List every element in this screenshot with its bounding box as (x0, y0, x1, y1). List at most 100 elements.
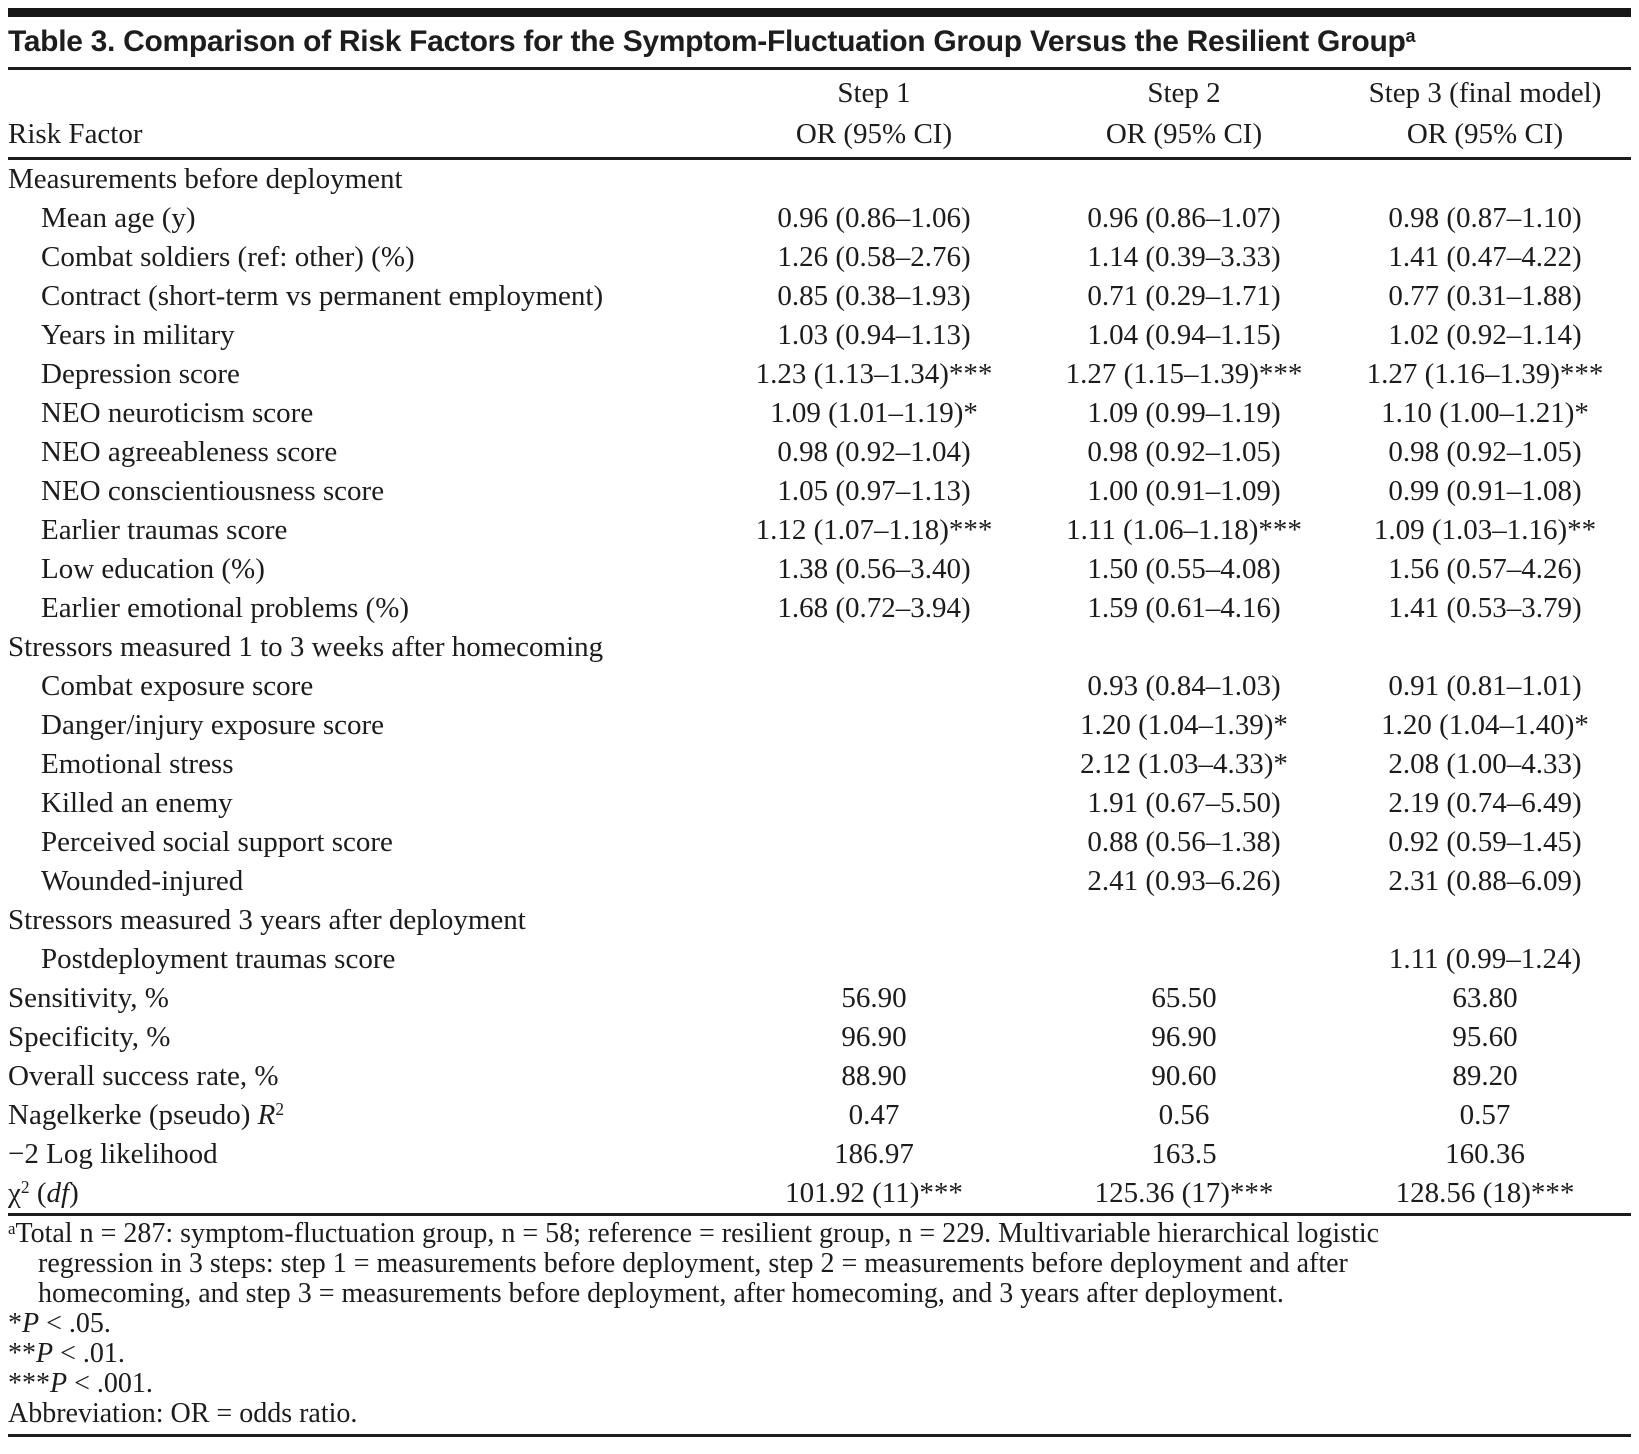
value-step-3: 0.98 (0.92–1.05) (1388, 436, 1582, 468)
table-row: Postdeployment traumas score 1.11 (0.99–1… (8, 940, 1631, 979)
risk-factor-label: Depression score (41, 358, 240, 390)
risk-factor-label: Danger/injury exposure score (41, 709, 385, 741)
value-step-2: 1.59 (0.61–4.16) (1087, 592, 1281, 624)
risk-factor-label: Specificity, % (8, 1021, 171, 1053)
table-row: Measurements before deployment (8, 159, 1631, 200)
value-step-2: 0.96 (0.86–1.07) (1087, 202, 1281, 234)
risk-factor-label: Postdeployment traumas score (41, 943, 396, 975)
value-step-1: 0.47 (848, 1099, 900, 1131)
value-step-1: 1.05 (0.97–1.13) (777, 475, 971, 507)
header-risk-factor: Risk Factor (8, 114, 719, 160)
risk-factor-label: Earlier emotional problems (%) (41, 592, 410, 624)
value-step-3: 1.20 (1.04–1.40)* (1381, 709, 1589, 741)
value-step-3: 1.56 (0.57–4.26) (1388, 553, 1582, 585)
value-step-3: 0.99 (0.91–1.08) (1388, 475, 1582, 507)
header-or-ci-1: OR (95% CI) (719, 114, 1029, 160)
table-row: Emotional stress 2.12 (1.03–4.33)* 2.08 (1… (8, 745, 1631, 784)
table-title: Table 3. Comparison of Risk Factors for … (8, 25, 1416, 58)
risk-factor-label: Measurements before deployment (8, 163, 403, 195)
table-row: Nagelkerke (pseudo) R2 0.47 0.56 0.57 (8, 1096, 1631, 1135)
table-row: Stressors measured 1 to 3 weeks after ho… (8, 628, 1631, 667)
value-step-2: 1.14 (0.39–3.33) (1087, 241, 1281, 273)
p-value-note: ***P < .001. (8, 1368, 153, 1399)
value-step-1: 1.68 (0.72–3.94) (777, 592, 971, 624)
value-step-1 (719, 862, 1029, 901)
risk-factor-label: Earlier traumas score (41, 514, 288, 546)
value-step-2: 2.12 (1.03–4.33)* (1080, 748, 1288, 780)
table-row: Low education (%) 1.38 (0.56–3.40) 1.50 (0… (8, 550, 1631, 589)
value-step-3: 128.56 (18)*** (1395, 1177, 1575, 1209)
value-step-2: 65.50 (1151, 982, 1217, 1014)
value-step-3: 1.27 (1.16–1.39)*** (1366, 358, 1604, 390)
value-step-1 (719, 628, 1029, 667)
value-step-3: 1.41 (0.47–4.22) (1388, 241, 1582, 273)
value-step-1: 0.98 (0.92–1.04) (777, 436, 971, 468)
value-step-2: 1.27 (1.15–1.39)*** (1065, 358, 1303, 390)
value-step-1: 1.09 (1.01–1.19)* (770, 397, 978, 429)
value-step-2 (1029, 901, 1339, 940)
p-value-note: *P < .05. (8, 1308, 111, 1339)
value-step-2: 1.04 (0.94–1.15) (1087, 319, 1281, 351)
table-row: Danger/injury exposure score 1.20 (1.04–1… (8, 706, 1631, 745)
value-step-1: 1.26 (0.58–2.76) (777, 241, 971, 273)
abbreviation-note: Abbreviation: OR = odds ratio. (8, 1398, 358, 1429)
value-step-2: 125.36 (17)*** (1094, 1177, 1274, 1209)
value-step-1: 88.90 (841, 1060, 907, 1092)
value-step-3 (1339, 159, 1631, 200)
value-step-2: 96.90 (1151, 1021, 1217, 1053)
risk-factor-table: Step 1 Step 2 Step 3 (final model) Risk … (8, 70, 1631, 1213)
risk-factor-label: −2 Log likelihood (8, 1138, 218, 1170)
value-step-2: 1.09 (0.99–1.19) (1087, 397, 1281, 429)
risk-factor-label: Years in military (41, 319, 235, 351)
table-row: Earlier traumas score 1.12 (1.07–1.18)***… (8, 511, 1631, 550)
risk-factor-label: Wounded-injured (41, 865, 244, 897)
general-note: aTotal n = 287: symptom-fluctuation grou… (8, 1219, 1631, 1309)
value-step-1: 1.38 (0.56–3.40) (777, 553, 971, 585)
value-step-1 (719, 159, 1029, 200)
value-step-1 (719, 745, 1029, 784)
value-step-1 (719, 784, 1029, 823)
table-row: Contract (short-term vs permanent employ… (8, 277, 1631, 316)
value-step-2: 0.88 (0.56–1.38) (1087, 826, 1281, 858)
value-step-3: 0.77 (0.31–1.88) (1388, 280, 1582, 312)
value-step-2: 0.98 (0.92–1.05) (1087, 436, 1281, 468)
top-rule-bar (8, 8, 1631, 17)
value-step-1: 186.97 (834, 1138, 914, 1170)
header-step-row: Step 1 Step 2 Step 3 (final model) (8, 70, 1631, 114)
value-step-3: 95.60 (1452, 1021, 1518, 1053)
table-row: Earlier emotional problems (%) 1.68 (0.72… (8, 589, 1631, 628)
value-step-1: 56.90 (841, 982, 907, 1014)
table-row: NEO agreeableness score 0.98 (0.92–1.04) 0… (8, 433, 1631, 472)
significance-notes: *P < .05. **P < .01. ***P < .001. (8, 1309, 1631, 1399)
table-row: Wounded-injured 2.41 (0.93–6.26) 2.31 (0.8… (8, 862, 1631, 901)
risk-factor-label: Emotional stress (41, 748, 234, 780)
value-step-1 (719, 667, 1029, 706)
value-step-3: 0.98 (0.87–1.10) (1388, 202, 1582, 234)
value-step-1: 0.85 (0.38–1.93) (777, 280, 971, 312)
value-step-2 (1029, 940, 1339, 979)
value-step-2: 1.00 (0.91–1.09) (1087, 475, 1281, 507)
value-step-1: 1.12 (1.07–1.18)*** (755, 514, 993, 546)
header-or-ci-3: OR (95% CI) (1339, 114, 1631, 160)
value-step-1: 1.03 (0.94–1.13) (777, 319, 971, 351)
p-value-note: **P < .01. (8, 1338, 125, 1369)
risk-factor-label: Low education (%) (41, 553, 265, 585)
value-step-3: 2.19 (0.74–6.49) (1388, 787, 1582, 819)
value-step-1 (719, 706, 1029, 745)
value-step-2: 1.11 (1.06–1.18)*** (1066, 514, 1302, 546)
table-row: Specificity, % 96.90 96.90 95.60 (8, 1018, 1631, 1057)
table-row: Years in military 1.03 (0.94–1.13) 1.04 (0… (8, 316, 1631, 355)
risk-factor-label: NEO neuroticism score (41, 397, 314, 429)
footnote-divider-rule (8, 1213, 1631, 1216)
value-step-1 (719, 940, 1029, 979)
risk-factor-label: Combat soldiers (ref: other) (%) (41, 241, 415, 273)
value-step-3 (1339, 901, 1631, 940)
value-step-3: 63.80 (1452, 982, 1518, 1014)
table-row: Combat exposure score 0.93 (0.84–1.03) 0.9… (8, 667, 1631, 706)
bottom-rule (8, 1434, 1631, 1437)
value-step-3: 1.41 (0.53–3.79) (1388, 592, 1582, 624)
table-row: χ2 (df) 101.92 (11)*** 125.36 (17)*** 128.5… (8, 1174, 1631, 1213)
value-step-3: 1.09 (1.03–1.16)** (1373, 514, 1597, 546)
value-step-3: 160.36 (1445, 1138, 1525, 1170)
risk-factor-label: χ2 (df) (8, 1177, 79, 1209)
